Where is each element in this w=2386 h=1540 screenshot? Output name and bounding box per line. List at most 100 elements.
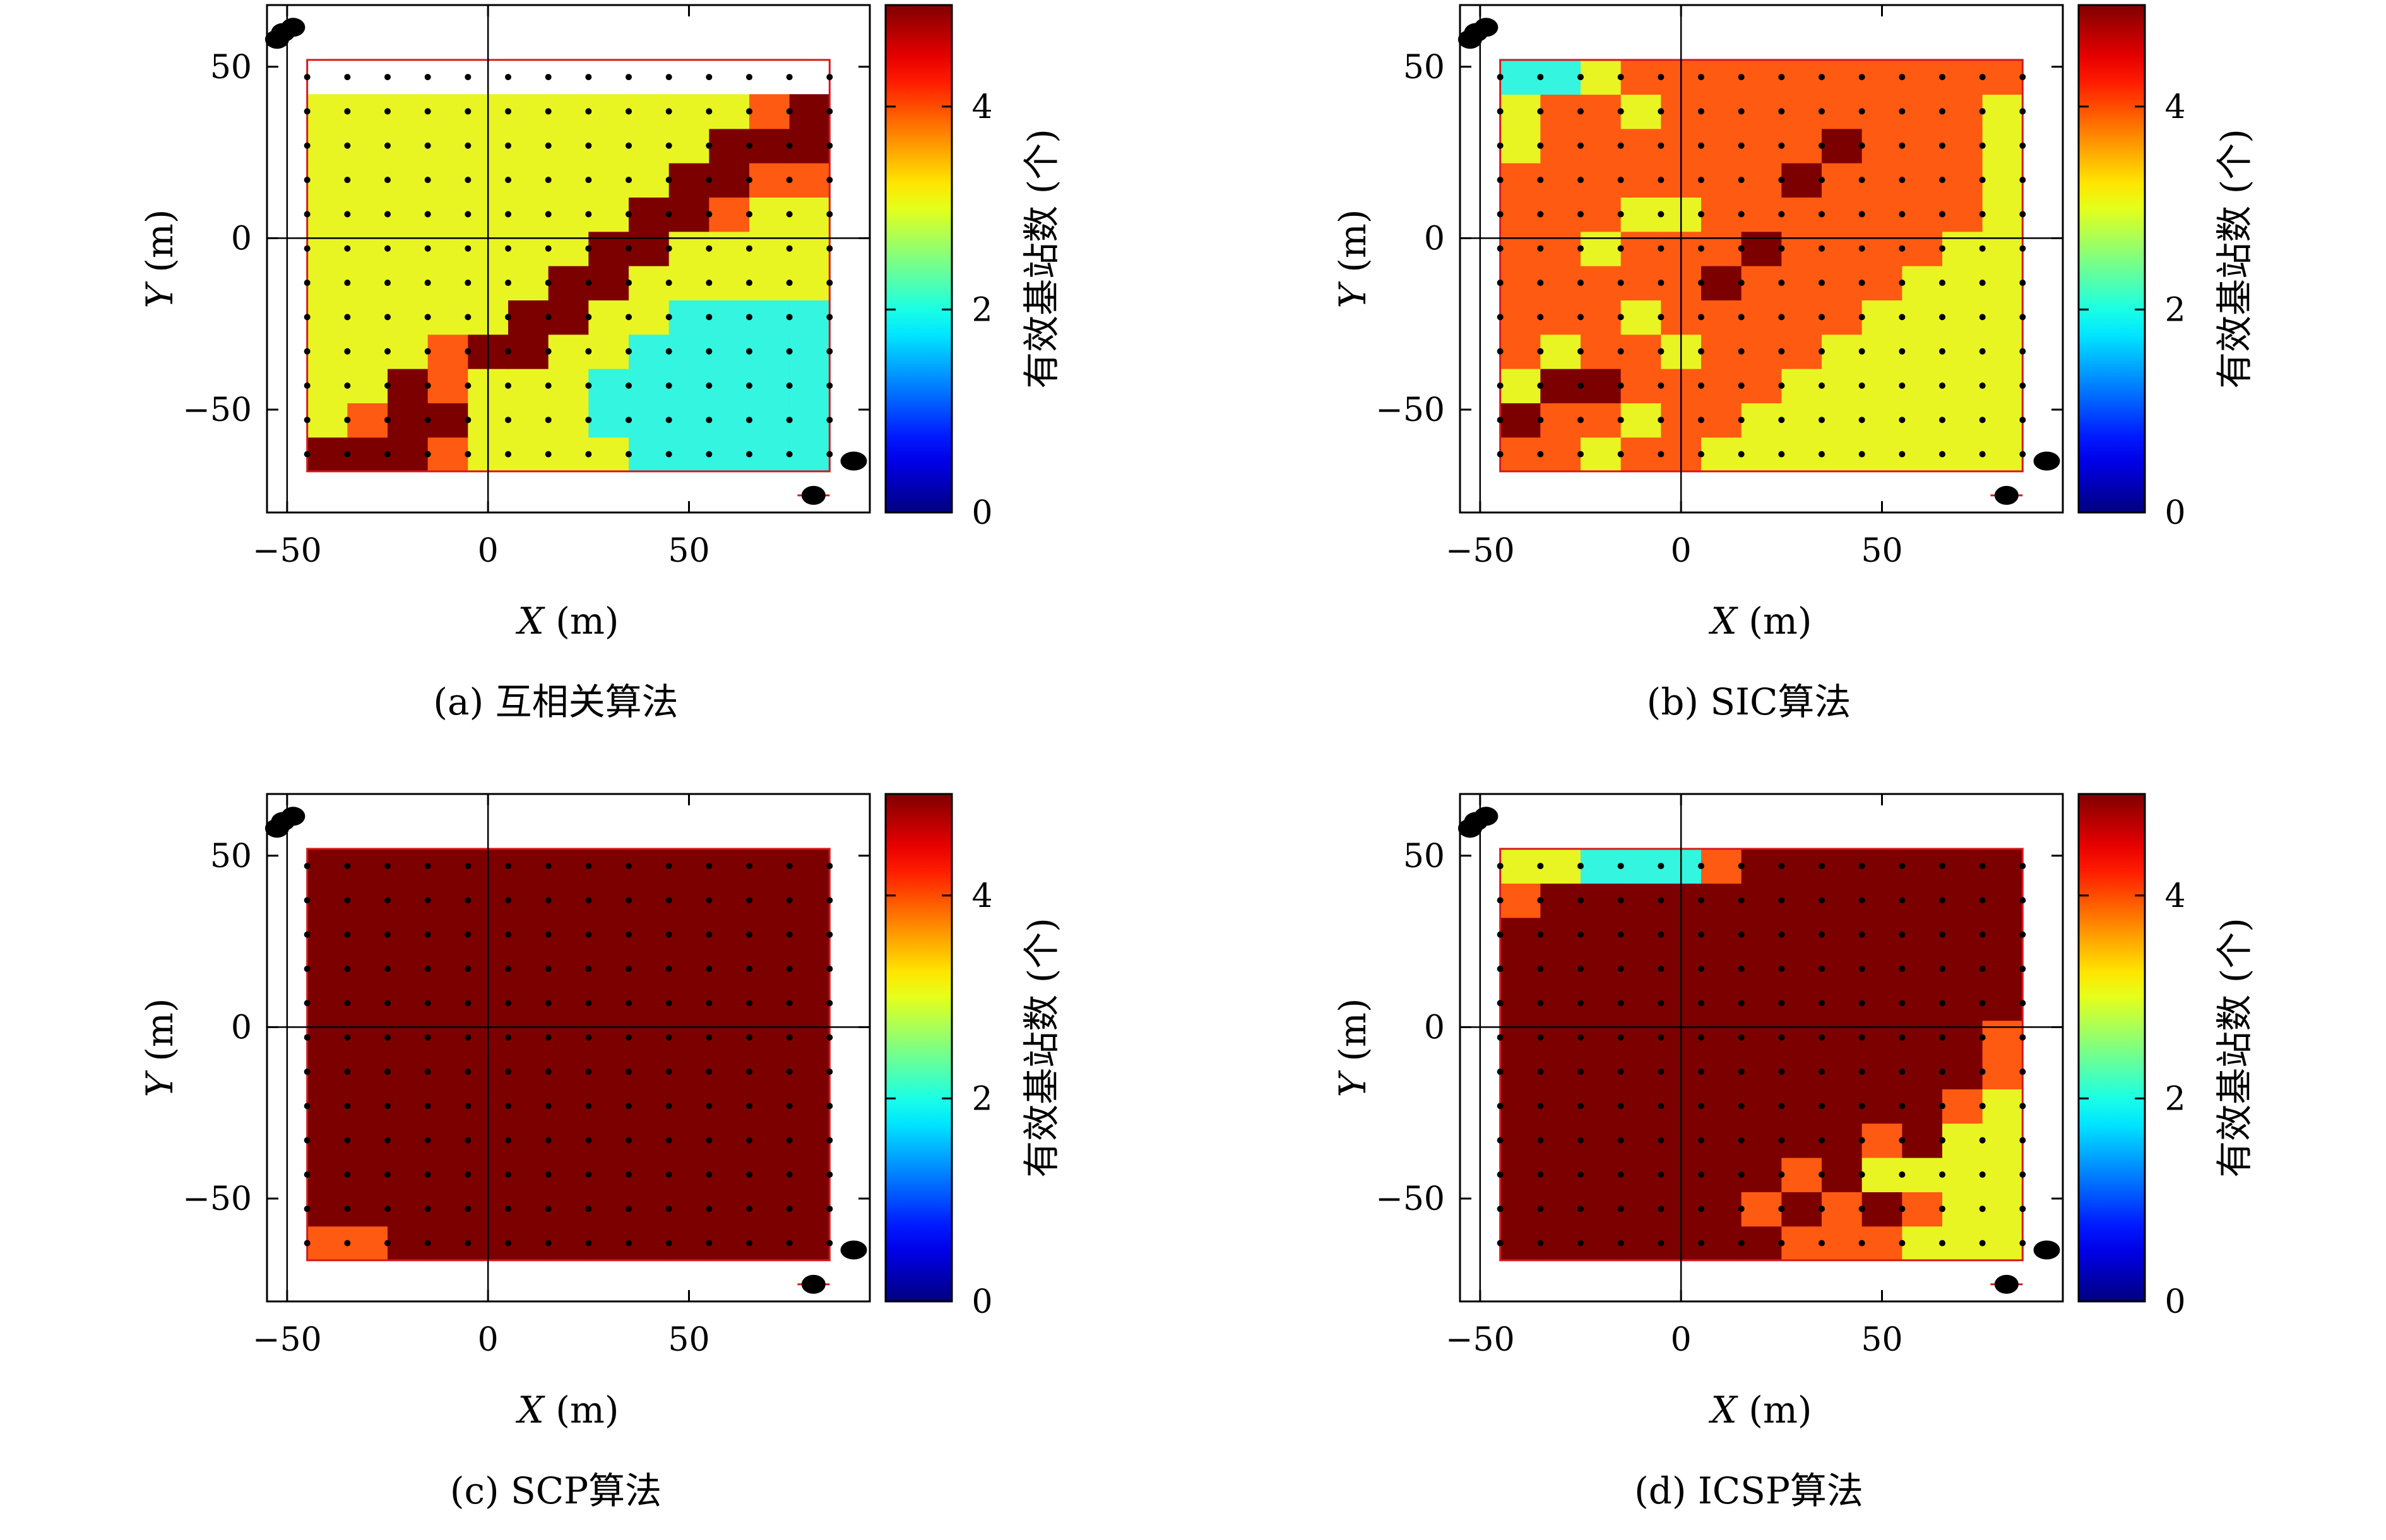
sample-point [1778,1000,1785,1007]
heatmap-cell [1701,1192,1742,1227]
heatmap-cell [629,334,670,369]
heatmap-cell [1620,1020,1662,1055]
sample-point [545,74,552,81]
heatmap-cell [1861,986,1903,1021]
sample-point [384,417,391,424]
sample-point [746,177,752,184]
heatmap-cell [508,162,549,198]
heatmap-cell [1781,334,1822,369]
sample-point [1617,1103,1624,1110]
panel-d: −50 0 50 50 0 −50 X (m) Y (m) 0 2 4 有效基站数 (个) (d) IC… [1193,789,2386,1540]
sample-point [585,451,592,458]
heatmap-cell [1942,1192,1983,1227]
sample-point [1778,931,1785,938]
heatmap-cell [508,128,549,163]
heatmap-cell [588,848,629,884]
heatmap-cell [1581,1157,1622,1192]
sample-point [746,1103,752,1110]
heatmap-cell [709,403,750,438]
sample-point [344,1000,351,1007]
sample-point [1899,280,1906,287]
sample-point [1819,108,1825,115]
sample-point [706,451,713,458]
heatmap-cell [1620,128,1662,163]
heatmap-cell [388,951,429,987]
heatmap-cell [548,437,590,472]
heatmap-cell [789,231,831,266]
heatmap-cell [709,197,750,232]
heatmap-cell [1982,437,2024,472]
heatmap-cell [749,368,790,403]
colorbar-tick-label: 4 [2164,877,2185,915]
sample-point [384,451,391,458]
heatmap-cell [1581,1123,1622,1158]
sample-point [1577,1069,1584,1075]
heatmap-cell [668,1089,710,1124]
heatmap-cell [1861,951,1903,987]
x-axis-label: X (m) [1709,600,1812,643]
heatmap-cell [1500,1089,1541,1124]
sample-point [1858,142,1865,149]
sample-point [1819,1000,1825,1007]
heatmap-cells [1500,59,2024,472]
heatmap-cell [508,1123,549,1158]
heatmap-cell [789,334,831,369]
heatmap-cell [1902,917,1943,952]
sample-point [465,280,472,287]
y-tick-label: −50 [1375,391,1445,429]
heatmap-cell [1500,265,1541,300]
sample-point [1778,1240,1785,1247]
sample-point [1939,1171,1945,1178]
heatmap-cell [1581,883,1622,918]
sample-point [384,142,391,149]
sample-point [465,142,472,149]
sample-point [706,314,713,321]
heatmap-cell [588,1020,629,1055]
sample-point [1939,245,1945,252]
sample-point [826,142,833,149]
colorbar-label: 有效基站数 (个) [1020,129,1063,389]
sample-point [465,1205,472,1212]
sample-point [1617,1000,1624,1007]
heatmap-cell [307,128,348,163]
sample-point [1497,1205,1504,1212]
sample-point [1939,451,1945,458]
sample-point [746,966,752,973]
sample-point [384,1171,391,1178]
sample-point [585,417,592,424]
sample-point [1577,211,1584,218]
heatmap-cell [1741,368,1783,403]
sample-point [1819,863,1825,870]
heatmap-cell [749,1226,790,1261]
colorbar-tick-label: 2 [2164,1080,2185,1118]
sample-point [626,280,632,287]
sample-point [465,897,472,904]
sample-point [1858,211,1865,218]
sample-point [1778,863,1785,870]
heatmap-cell [1741,128,1783,163]
sample-point [465,966,472,973]
heatmap-cell [1781,1089,1822,1124]
heatmap-cell [789,1123,831,1158]
sample-point [344,931,351,938]
sample-point [626,863,632,870]
sample-point [424,108,431,115]
y-axis-label: Y (m) [138,998,181,1098]
sample-point [465,1034,472,1041]
sample-point [1658,1103,1665,1110]
y-tick-label: 0 [231,220,252,258]
heatmap-cell [629,1226,670,1261]
sample-point [1979,966,1986,973]
colorbar [2077,4,2146,514]
sample-point [1497,966,1504,973]
sample-point [505,417,511,424]
sample-point [1577,931,1584,938]
sample-point [1738,1205,1745,1212]
sample-point [1858,1069,1865,1075]
heatmap-cell [548,162,590,198]
heatmap-cell [347,368,388,403]
heatmap-cell [1581,848,1622,884]
sample-point [1577,142,1584,149]
sample-point [304,897,311,904]
sample-point [465,1240,472,1247]
